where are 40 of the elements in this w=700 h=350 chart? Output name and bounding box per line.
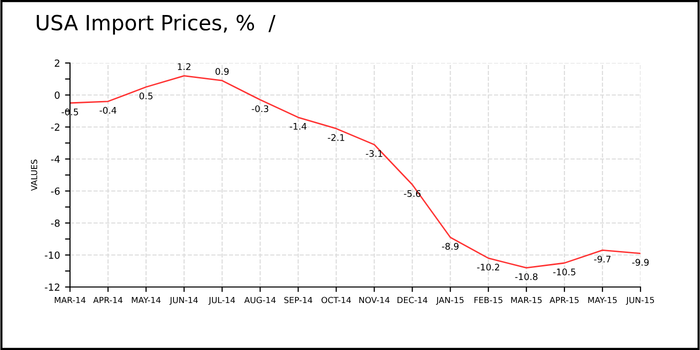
x-tick-label: FEB-15 <box>474 296 502 304</box>
data-label: -1.4 <box>290 123 306 130</box>
data-label: 1.2 <box>178 63 190 70</box>
y-tick-label: -2 <box>51 123 60 131</box>
data-label: -9.9 <box>632 258 649 266</box>
y-tick-label: 2 <box>54 59 60 67</box>
y-tick-label: -8 <box>51 219 60 227</box>
data-label: 0.5 <box>139 92 152 100</box>
data-label: -0.4 <box>100 106 116 114</box>
x-tick-label: JUN-14 <box>169 296 198 305</box>
data-label: -2.1 <box>328 134 344 141</box>
y-axis-title: VALUES <box>30 160 38 191</box>
data-label: 0.9 <box>216 68 229 75</box>
data-label: -0.3 <box>252 105 268 112</box>
data-label: -10.2 <box>477 264 500 271</box>
y-tick-label: -10 <box>44 251 60 259</box>
x-tick-label: MAY-14 <box>132 296 161 304</box>
x-tick-label: JUN-15 <box>626 296 654 305</box>
x-tick-label: OCT-14 <box>322 296 351 304</box>
y-tick-label: -12 <box>44 283 60 291</box>
data-label: -9.7 <box>594 256 611 263</box>
x-tick-label: AUG-14 <box>244 296 276 304</box>
x-tick-label: APR-15 <box>550 296 579 304</box>
x-tick-label: NOV-14 <box>359 296 390 304</box>
x-tick-label: MAY-15 <box>588 296 617 304</box>
x-tick-label: APR-14 <box>93 296 122 304</box>
data-label: -10.5 <box>553 268 576 276</box>
y-tick-label: -6 <box>51 187 60 195</box>
x-tick-label: JUL-14 <box>208 296 235 305</box>
y-tick-label: -4 <box>51 156 60 163</box>
x-tick-label: MAR-15 <box>511 296 542 304</box>
x-tick-label: SEP-14 <box>284 296 312 304</box>
x-tick-label: MAR-14 <box>54 296 86 304</box>
data-label: -3.1 <box>366 150 382 157</box>
y-tick-label: 0 <box>54 91 60 99</box>
data-label: -8.9 <box>442 242 459 250</box>
x-tick-label: DEC-14 <box>398 296 428 304</box>
x-tick-label: JAN-15 <box>436 296 464 305</box>
data-label: -10.8 <box>515 273 538 280</box>
chart-title: USA Import Prices, % / <box>36 14 276 35</box>
